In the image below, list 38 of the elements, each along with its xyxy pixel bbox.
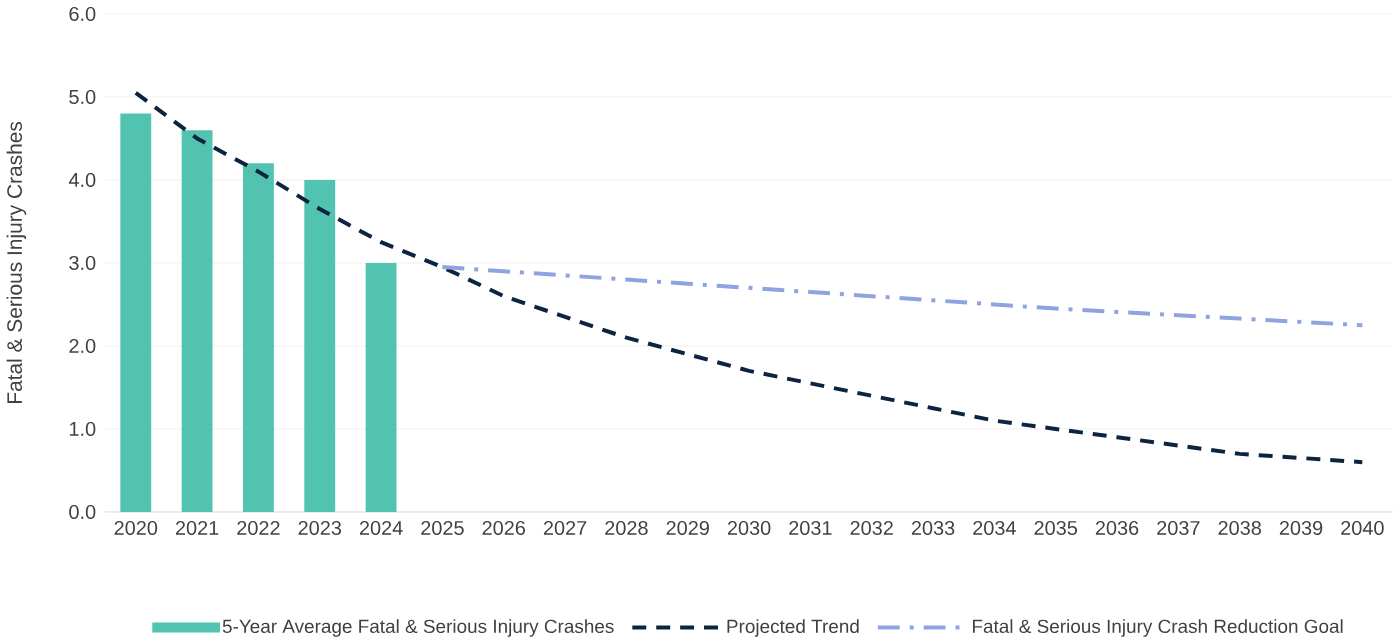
x-tick-label: 2037 bbox=[1157, 520, 1200, 535]
bar bbox=[181, 129, 213, 512]
x-tick-label: 2034 bbox=[973, 520, 1016, 535]
x-tick-label: 2024 bbox=[359, 520, 403, 535]
x-tick-label: 2021 bbox=[175, 520, 219, 535]
legend-label: 5-Year Average Fatal & Serious Injury Crashes bbox=[222, 618, 614, 637]
x-tick-label: 2036 bbox=[1095, 520, 1139, 535]
y-tick-label: 4.0 bbox=[68, 172, 96, 187]
y-tick-label: 6.0 bbox=[69, 6, 96, 21]
x-tick-label: 2028 bbox=[605, 520, 648, 535]
bar bbox=[304, 179, 336, 512]
x-tick-label: 2030 bbox=[727, 520, 771, 535]
x-tick-label: 2025 bbox=[421, 520, 464, 535]
x-tick-label: 2020 bbox=[114, 520, 158, 535]
legend-label: Fatal & Serious Injury Crash Reduction Goal bbox=[972, 618, 1343, 637]
x-tick-label: 2031 bbox=[789, 520, 832, 535]
x-tick-label: 2026 bbox=[482, 520, 526, 535]
x-tick-label: 2029 bbox=[666, 520, 709, 535]
y-tick-label: 2.0 bbox=[69, 338, 96, 353]
y-tick-label: 0.0 bbox=[69, 504, 96, 519]
x-tick-label: 2033 bbox=[911, 520, 955, 535]
line-series bbox=[440, 264, 1365, 327]
bar bbox=[120, 113, 152, 512]
x-tick-label: 2039 bbox=[1279, 520, 1323, 535]
y-tick-label: 3.0 bbox=[69, 255, 96, 270]
bar bbox=[242, 163, 274, 512]
x-tick-label: 2022 bbox=[237, 520, 280, 535]
x-tick-label: 2027 bbox=[543, 520, 587, 535]
y-tick-label: 1.0 bbox=[69, 421, 96, 436]
x-tick-label: 2038 bbox=[1218, 520, 1261, 535]
y-tick-label: 5.0 bbox=[69, 89, 96, 104]
bar bbox=[365, 262, 397, 512]
x-tick-label: 2040 bbox=[1341, 520, 1384, 535]
x-tick-label: 2023 bbox=[298, 520, 342, 535]
legend-label: Projected Trend bbox=[727, 618, 859, 637]
x-tick-label: 2032 bbox=[850, 520, 893, 535]
x-tick-label: 2035 bbox=[1034, 520, 1078, 535]
y-axis-title: Fatal & Serious Injury Crashes bbox=[6, 121, 27, 403]
